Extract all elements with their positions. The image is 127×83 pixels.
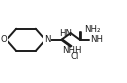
Text: N: N: [44, 35, 50, 44]
Text: NHH: NHH: [62, 46, 81, 55]
Text: NH₂: NH₂: [84, 25, 100, 34]
Text: O: O: [1, 35, 7, 44]
Text: HN: HN: [59, 29, 72, 38]
Text: Cl: Cl: [71, 52, 79, 61]
Text: NH: NH: [90, 35, 103, 44]
